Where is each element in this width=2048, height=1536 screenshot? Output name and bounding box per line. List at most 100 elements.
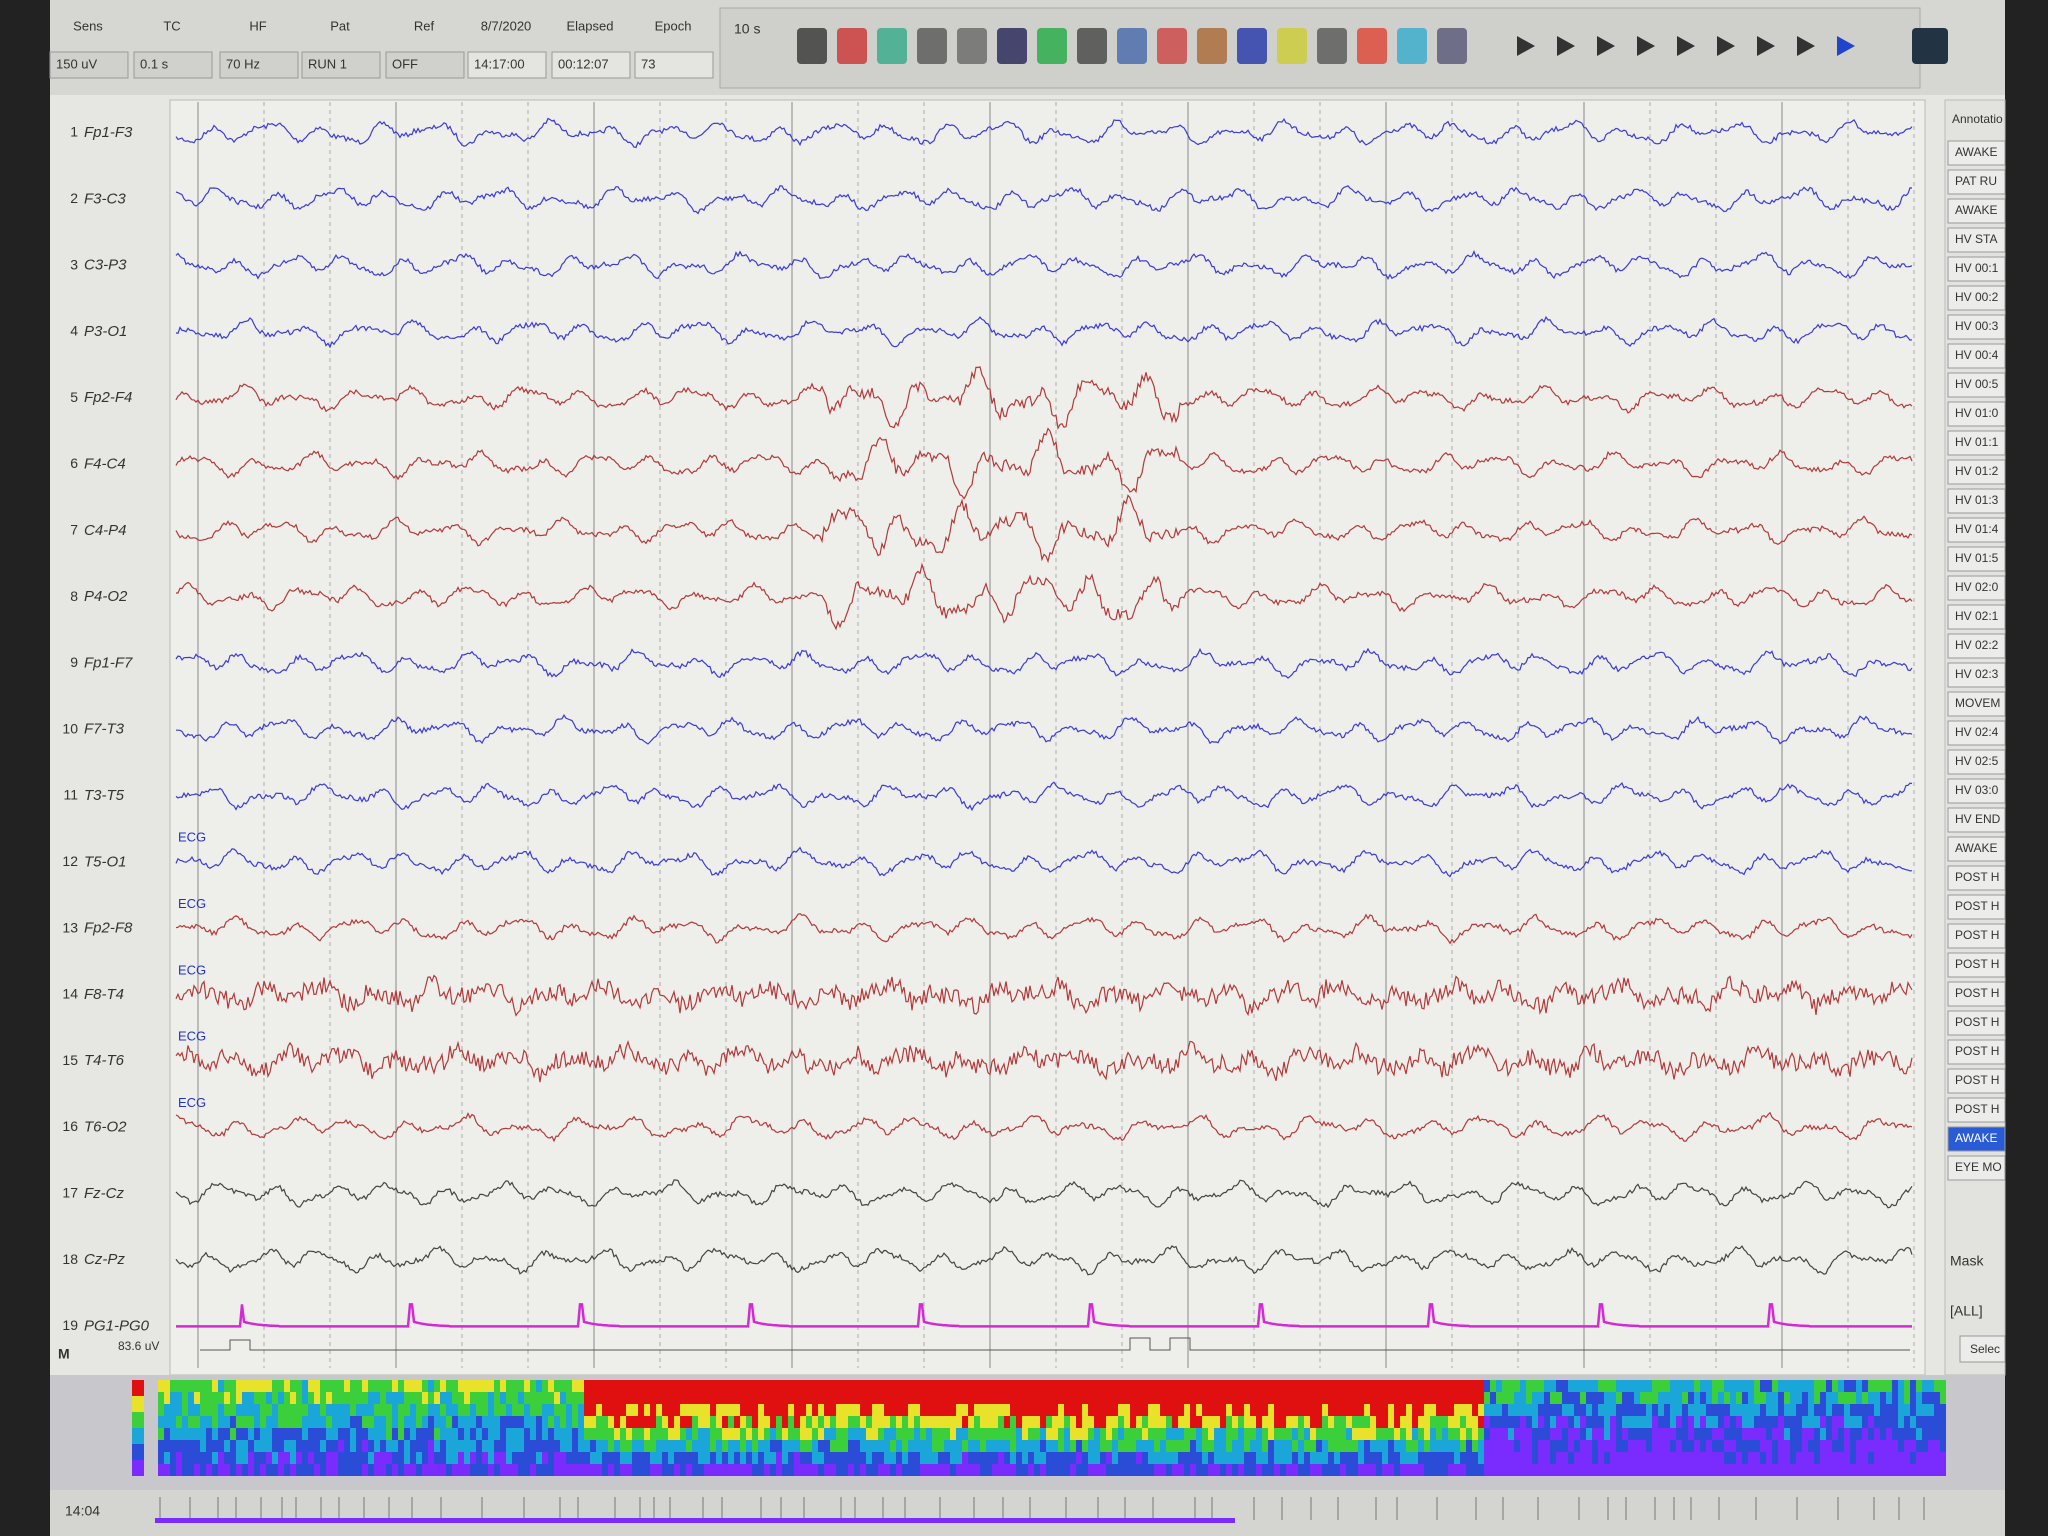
annotation-item[interactable]	[1947, 1155, 2006, 1181]
annotation-text[interactable]: POST H	[1955, 1073, 1999, 1087]
tool-icon[interactable]	[837, 28, 867, 64]
annotation-item[interactable]	[1947, 372, 2006, 398]
annotation-item[interactable]	[1947, 1010, 2006, 1036]
annotation-text[interactable]: HV 02:3	[1955, 667, 1999, 681]
annotation-item[interactable]	[1947, 401, 2006, 427]
playback-button[interactable]	[1837, 36, 1855, 56]
annotation-text[interactable]: HV 00:4	[1955, 348, 1999, 362]
annotation-text[interactable]: AWAKE	[1955, 203, 1997, 217]
annotation-item[interactable]	[1947, 894, 2006, 920]
annotation-item[interactable]	[1947, 140, 2006, 166]
annotation-item[interactable]	[1947, 691, 2006, 717]
annotation-text[interactable]: AWAKE	[1955, 145, 1997, 159]
exit-icon[interactable]	[1912, 28, 1948, 64]
annotation-item[interactable]	[1947, 749, 2006, 775]
annotation-text[interactable]: PAT RU	[1955, 174, 1997, 188]
annotation-text[interactable]: EYE MO	[1955, 1160, 2002, 1174]
annotation-item[interactable]	[1947, 720, 2006, 746]
toolbar-value[interactable]: 73	[641, 56, 655, 71]
annotation-text[interactable]: HV STA	[1955, 232, 1997, 246]
playback-button[interactable]	[1757, 36, 1775, 56]
tool-icon[interactable]	[1077, 28, 1107, 64]
annotation-item[interactable]	[1947, 604, 2006, 630]
toolbar-field[interactable]	[385, 51, 465, 79]
toolbar-value[interactable]: 14:17:00	[474, 56, 525, 71]
annotation-text[interactable]: AWAKE	[1955, 1131, 1997, 1145]
annotation-item[interactable]	[1947, 517, 2006, 543]
annotation-item[interactable]	[1947, 285, 2006, 311]
toolbar-field[interactable]	[301, 51, 381, 79]
annotation-item[interactable]	[1947, 865, 2006, 891]
annotation-item[interactable]	[1947, 923, 2006, 949]
annotation-item[interactable]	[1947, 778, 2006, 804]
annotation-text[interactable]: HV 02:4	[1955, 725, 1999, 739]
annotation-item[interactable]	[1947, 227, 2006, 253]
playback-button[interactable]	[1717, 36, 1735, 56]
annotation-item[interactable]	[1947, 633, 2006, 659]
playback-button[interactable]	[1677, 36, 1695, 56]
playback-button[interactable]	[1517, 36, 1535, 56]
annotation-item[interactable]	[1947, 314, 2006, 340]
tool-icon[interactable]	[1237, 28, 1267, 64]
tool-icon[interactable]	[1397, 28, 1427, 64]
annotation-item[interactable]	[1947, 488, 2006, 514]
toolbar-value[interactable]: OFF	[392, 56, 418, 71]
page-length[interactable]: 10 s	[734, 21, 760, 37]
playback-button[interactable]	[1797, 36, 1815, 56]
tool-icon[interactable]	[917, 28, 947, 64]
annotation-item[interactable]	[1947, 952, 2006, 978]
annotation-text[interactable]: HV 02:0	[1955, 580, 1999, 594]
tool-icon[interactable]	[797, 28, 827, 64]
annotation-text[interactable]: HV 01:2	[1955, 464, 1999, 478]
annotation-text[interactable]: HV 02:1	[1955, 609, 1999, 623]
tool-icon[interactable]	[997, 28, 1027, 64]
annotation-item[interactable]	[1947, 1039, 2006, 1065]
annotation-text[interactable]: HV 01:4	[1955, 522, 1999, 536]
select-button-label[interactable]: Selec	[1970, 1342, 2000, 1356]
annotation-text[interactable]: HV 02:5	[1955, 754, 1999, 768]
annotation-text[interactable]: HV 00:1	[1955, 261, 1999, 275]
annotation-item[interactable]	[1947, 256, 2006, 282]
annotation-item[interactable]	[1947, 546, 2006, 572]
tool-icon[interactable]	[877, 28, 907, 64]
toolbar-field[interactable]	[467, 51, 547, 79]
annotation-item[interactable]	[1947, 1126, 2006, 1152]
toolbar-field[interactable]	[49, 51, 129, 79]
toolbar-value[interactable]: 70 Hz	[226, 56, 260, 71]
tool-icon[interactable]	[1037, 28, 1067, 64]
annotation-item[interactable]	[1947, 662, 2006, 688]
tool-icon[interactable]	[1277, 28, 1307, 64]
annotation-text[interactable]: POST H	[1955, 870, 1999, 884]
toolbar-value[interactable]: 0.1 s	[140, 56, 169, 71]
toolbar-value[interactable]: RUN 1	[308, 56, 347, 71]
annotation-text[interactable]: HV 03:0	[1955, 783, 1999, 797]
annotation-item[interactable]	[1947, 1097, 2006, 1123]
annotation-text[interactable]: POST H	[1955, 1044, 1999, 1058]
annotation-text[interactable]: AWAKE	[1955, 841, 1997, 855]
tool-icon[interactable]	[1117, 28, 1147, 64]
tool-icon[interactable]	[1197, 28, 1227, 64]
tool-icon[interactable]	[957, 28, 987, 64]
playback-button[interactable]	[1637, 36, 1655, 56]
annotation-item[interactable]	[1947, 807, 2006, 833]
annotation-text[interactable]: POST H	[1955, 957, 1999, 971]
toolbar-field[interactable]	[634, 51, 714, 79]
annotation-text[interactable]: HV 01:3	[1955, 493, 1999, 507]
annotation-text[interactable]: HV 00:3	[1955, 319, 1999, 333]
annotation-text[interactable]: POST H	[1955, 928, 1999, 942]
toolbar-field[interactable]	[551, 51, 631, 79]
playback-button[interactable]	[1597, 36, 1615, 56]
annotation-text[interactable]: POST H	[1955, 899, 1999, 913]
toolbar-value[interactable]: 00:12:07	[558, 56, 609, 71]
tool-icon[interactable]	[1437, 28, 1467, 64]
annotation-text[interactable]: HV 00:5	[1955, 377, 1999, 391]
annotation-text[interactable]: POST H	[1955, 1015, 1999, 1029]
annotation-text[interactable]: POST H	[1955, 986, 1999, 1000]
annotation-text[interactable]: MOVEM	[1955, 696, 2000, 710]
annotation-item[interactable]	[1947, 459, 2006, 485]
annotation-text[interactable]: HV 00:2	[1955, 290, 1999, 304]
annotation-item[interactable]	[1947, 343, 2006, 369]
toolbar-field[interactable]	[219, 51, 299, 79]
annotation-item[interactable]	[1947, 981, 2006, 1007]
annotation-item[interactable]	[1947, 836, 2006, 862]
